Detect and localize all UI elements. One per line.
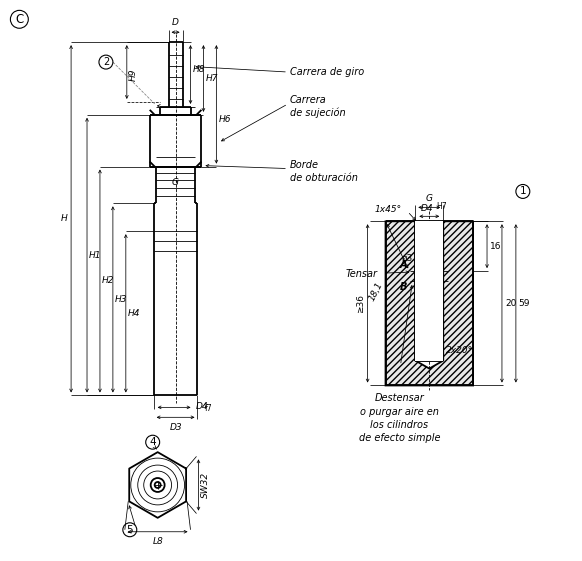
Polygon shape [416,221,443,361]
Text: L8: L8 [152,537,163,546]
Text: D4: D4 [421,204,434,213]
Text: f7: f7 [204,404,212,413]
Text: H4: H4 [128,309,140,318]
Text: B: B [400,282,407,292]
Text: Tensar: Tensar [346,269,378,279]
Text: H1: H1 [89,251,101,260]
Text: 4: 4 [150,437,156,447]
Text: 2: 2 [103,57,109,67]
Text: ø3: ø3 [402,254,413,263]
Polygon shape [443,221,473,385]
Text: C: C [15,13,23,26]
Text: A: A [400,260,407,270]
Text: Destensar
o purgar aire en
los cilindros
de efecto simple: Destensar o purgar aire en los cilindros… [359,393,440,443]
Text: H2: H2 [102,277,115,286]
Text: H7: H7 [436,203,447,211]
Text: 59: 59 [518,299,530,308]
Text: G: G [172,178,179,187]
Text: H6: H6 [218,115,231,124]
Text: H8: H8 [193,65,205,74]
Polygon shape [385,221,418,385]
Text: SW32: SW32 [201,472,211,498]
Text: H9: H9 [129,68,138,81]
Text: 2x20°: 2x20° [446,346,473,355]
Text: 16: 16 [490,242,502,251]
Text: H7: H7 [205,74,218,83]
Text: 20: 20 [505,299,516,308]
Text: 18,1: 18,1 [367,280,384,302]
Text: H3: H3 [115,295,127,304]
Text: D4: D4 [196,402,208,411]
Polygon shape [385,221,473,385]
Text: D: D [172,19,179,27]
Text: 1x45°: 1x45° [374,205,402,214]
Text: H: H [61,214,67,223]
Text: Borde
de obturación: Borde de obturación [290,160,358,183]
Text: D3: D3 [169,424,182,433]
Text: G: G [426,194,433,204]
Text: ≥36: ≥36 [356,294,365,313]
Text: 1: 1 [520,186,526,196]
Text: Carrera de giro: Carrera de giro [290,67,364,77]
Text: Carrera
de sujeción: Carrera de sujeción [290,95,346,118]
Text: 5: 5 [126,525,133,535]
